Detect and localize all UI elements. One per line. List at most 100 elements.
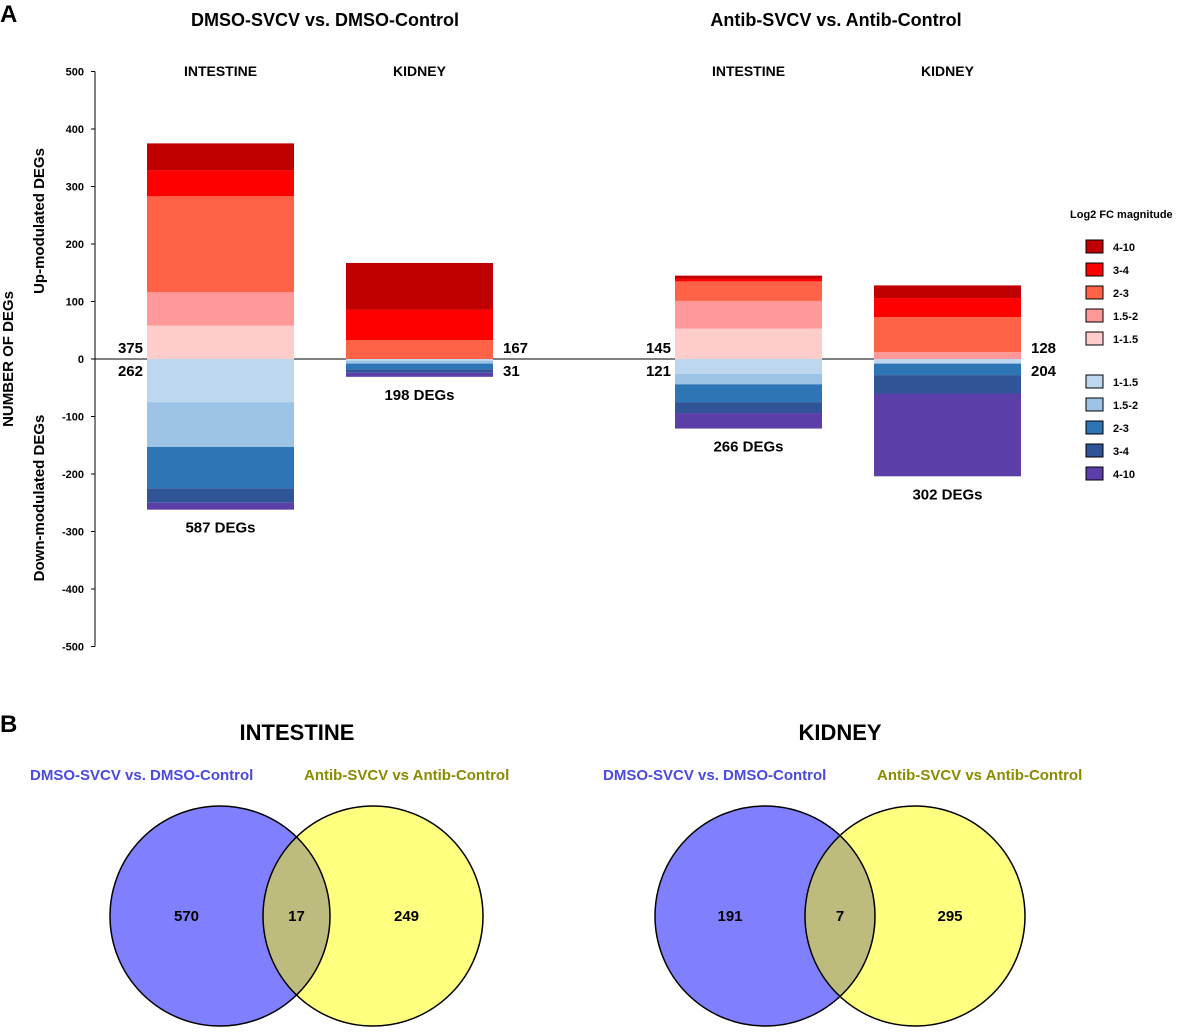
bar-segment-down-4-10 [147, 502, 294, 510]
bar-segment-down-1-1.5 [147, 359, 294, 403]
legend-swatch [1085, 443, 1104, 458]
bar-category-label: INTESTINE [712, 63, 785, 79]
legend-swatch [1085, 331, 1104, 346]
bar-group-4: KIDNEY 128 204 302 DEGs [874, 63, 1057, 503]
bar-segment-up-4-10 [675, 275, 822, 279]
bar-segment-down-3-4 [874, 375, 1021, 394]
venn-set-label-dmso: DMSO-SVCV vs. DMSO-Control [603, 767, 826, 784]
y-tick-label: -200 [62, 469, 84, 481]
bar-segment-down-3-4 [147, 488, 294, 503]
bar-segment-up-2-3 [147, 196, 294, 293]
y-axis-label: NUMBER OF DEGs [0, 291, 17, 427]
venn-title: KIDNEY [798, 720, 881, 745]
legend-item-label: 3-4 [1113, 446, 1130, 458]
up-total-label: 375 [118, 340, 143, 357]
venn-circle-dmso [110, 806, 330, 1026]
venn-title: INTESTINE [240, 720, 355, 745]
down-total-label: 262 [118, 363, 143, 380]
venn-count-dmso-only: 191 [717, 908, 742, 925]
bar-segment-down-1-1.5 [346, 359, 493, 361]
bar-segment-down-2-3 [346, 363, 493, 370]
total-degs-label: 198 DEGs [384, 387, 454, 404]
bar-segment-up-2-3 [874, 317, 1021, 353]
bar-segment-down-1.5-2 [147, 402, 294, 447]
up-total-label: 145 [646, 340, 671, 357]
bar-segment-up-3-4 [346, 309, 493, 341]
bar-segment-down-1.5-2 [675, 373, 822, 385]
venn-diagrams: INTESTINE DMSO-SVCV vs. DMSO-Control Antib… [30, 720, 1082, 1027]
bar-category-label: KIDNEY [393, 63, 447, 79]
total-degs-label: 266 DEGs [713, 439, 783, 456]
legend: 4-10 3-4 2-3 1.5-2 1-1.5 1-1.5 1.5-2 2-3 3-4 4-10 [1085, 239, 1138, 481]
y-tick-label: 200 [66, 239, 84, 251]
bar-segment-up-3-4 [147, 170, 294, 197]
venn-outline-antib [804, 805, 1026, 1027]
y-tick-label: -300 [62, 527, 84, 539]
legend-swatch [1085, 262, 1104, 277]
up-modulated-label: Up-modulated DEGs [31, 148, 48, 294]
bar-segment-down-3-4 [675, 402, 822, 414]
venn-count-overlap: 7 [836, 908, 844, 925]
stacked-bars: INTESTINE 375 262 587 DEGs KIDNEY 167 31 198 DE… [118, 63, 1057, 537]
up-total-label: 128 [1031, 340, 1056, 357]
y-tick-label: 300 [66, 182, 84, 194]
bar-segment-down-2-3 [874, 363, 1021, 376]
down-modulated-label: Down-modulated DEGs [31, 415, 48, 582]
bar-segment-up-1-1.5 [147, 325, 294, 359]
bar-segment-up-1.5-2 [675, 300, 822, 329]
panel-label-a: A [0, 1, 17, 28]
bar-group-3: INTESTINE 145 121 266 DEGs [646, 63, 822, 456]
legend-item-label: 1-1.5 [1113, 334, 1138, 346]
total-degs-label: 587 DEGs [185, 520, 255, 537]
legend-item-label: 1-1.5 [1113, 377, 1138, 389]
legend-item-label: 1.5-2 [1113, 400, 1138, 412]
venn-intestine: INTESTINE DMSO-SVCV vs. DMSO-Control Antib… [30, 720, 509, 1027]
total-degs-label: 302 DEGs [912, 486, 982, 503]
bar-segment-down-4-10 [346, 372, 493, 377]
venn-outline-dmso [109, 805, 331, 1027]
bar-segment-down-4-10 [874, 393, 1021, 477]
y-tick-label: 400 [66, 124, 84, 136]
bar-segment-up-1-1.5 [675, 328, 822, 359]
bar-category-label: INTESTINE [184, 63, 257, 79]
bar-segment-down-1-1.5 [675, 359, 822, 374]
legend-item-label: 3-4 [1113, 265, 1130, 277]
bar-segment-down-1-1.5 [874, 359, 1021, 364]
venn-set-label-antib: Antib-SVCV vs Antib-Control [877, 767, 1082, 784]
y-tick-label: 100 [66, 297, 84, 309]
up-total-label: 167 [503, 340, 528, 357]
legend-item-label: 2-3 [1113, 288, 1129, 300]
y-tick-label: -400 [62, 584, 84, 596]
bar-group-2: KIDNEY 167 31 198 DEGs [346, 63, 528, 404]
venn-circle-antib [263, 806, 483, 1026]
down-total-label: 121 [646, 363, 671, 380]
venn-count-antib-only: 295 [937, 908, 962, 925]
legend-item-label: 1.5-2 [1113, 311, 1138, 323]
bar-segment-up-4-10 [874, 285, 1021, 299]
bar-segment-down-3-4 [346, 369, 493, 373]
bar-segment-down-1.5-2 [346, 360, 493, 364]
down-total-label: 204 [1031, 363, 1057, 380]
legend-swatch [1085, 308, 1104, 323]
venn-count-overlap: 17 [288, 908, 305, 925]
legend-swatch [1085, 239, 1104, 254]
legend-swatch [1085, 374, 1104, 389]
group-title-dmso: DMSO-SVCV vs. DMSO-Control [191, 10, 459, 30]
venn-kidney: KIDNEY DMSO-SVCV vs. DMSO-Control Antib-SV… [603, 720, 1082, 1027]
bar-segment-up-2-3 [346, 340, 493, 359]
y-tick-label: -500 [62, 642, 84, 654]
legend-swatch [1085, 420, 1104, 435]
y-tick-label: -100 [62, 412, 84, 424]
bar-group-1: INTESTINE 375 262 587 DEGs [118, 63, 294, 537]
legend-swatch [1085, 285, 1104, 300]
bar-segment-down-2-3 [147, 446, 294, 489]
bar-segment-up-1.5-2 [147, 292, 294, 326]
bar-segment-down-2-3 [675, 384, 822, 403]
venn-outline-dmso [654, 805, 876, 1027]
venn-count-dmso-only: 570 [174, 908, 199, 925]
legend-title: Log2 FC magnitude [1070, 209, 1173, 221]
y-tick-label: 500 [66, 67, 84, 79]
bar-category-label: KIDNEY [921, 63, 975, 79]
